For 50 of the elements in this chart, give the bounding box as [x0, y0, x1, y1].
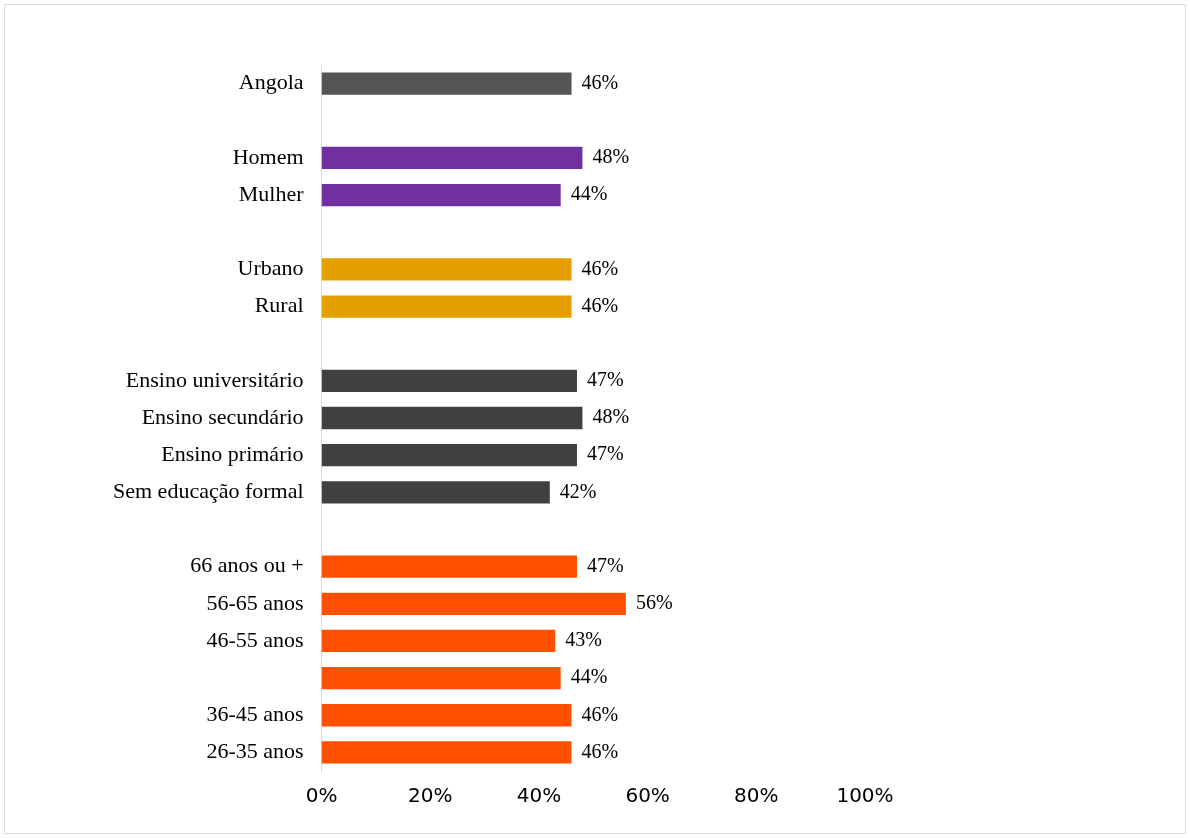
bar [321, 629, 556, 653]
y-tick-label: Sem educação formal [113, 478, 304, 504]
data-label: 47% [586, 368, 624, 391]
x-tick-label: 60% [625, 783, 670, 808]
x-tick-label: 40% [516, 783, 562, 808]
y-tick-label: 36-45 anos [206, 701, 304, 727]
x-tick-label: 20% [408, 783, 453, 808]
data-label: 47% [586, 442, 624, 465]
y-tick-label: Rural [254, 292, 304, 318]
y-tick-label: 46-55 anos [206, 626, 304, 652]
data-label: 43% [565, 628, 602, 651]
data-label: 46% [581, 739, 619, 762]
y-tick-label: Ensino universitário [125, 366, 304, 392]
y-tick-label: 56-65 anos [206, 589, 304, 615]
y-tick-label: 26-35 anos [206, 738, 304, 764]
bar [321, 444, 577, 467]
y-tick-label: Angola [238, 69, 304, 95]
bar [321, 481, 550, 504]
bar [321, 592, 626, 615]
bar [321, 146, 583, 170]
data-label: 48% [592, 145, 630, 168]
bar [321, 704, 572, 727]
bar [321, 555, 577, 578]
x-tick-label: 80% [734, 783, 779, 808]
y-tick-label: Urbano [237, 255, 304, 281]
bar [321, 406, 583, 430]
data-label: 44% [570, 182, 608, 205]
bar [321, 666, 561, 690]
y-tick-label: Homem [232, 143, 304, 169]
data-label: 46% [581, 293, 619, 316]
data-label: 46% [581, 70, 619, 93]
data-label: 46% [581, 702, 619, 725]
data-label: 46% [581, 256, 619, 279]
data-label: 47% [586, 553, 624, 576]
bar [321, 295, 572, 318]
bar [321, 741, 572, 764]
bar [321, 369, 577, 392]
data-label: 56% [635, 591, 673, 614]
y-tick-label: Ensino primário [161, 440, 304, 466]
data-label: 42% [559, 479, 597, 502]
bar [321, 258, 572, 281]
data-label: 48% [592, 405, 630, 428]
x-tick-label: 0% [305, 783, 338, 808]
y-tick-label: 66 anos ou + [190, 552, 304, 578]
x-tick-label: 100% [836, 783, 894, 808]
bar [321, 72, 572, 95]
bar [321, 183, 561, 207]
y-tick-label: Ensino secundário [141, 403, 304, 429]
data-label: 44% [570, 665, 608, 688]
y-tick-label: Mulher [238, 180, 305, 206]
